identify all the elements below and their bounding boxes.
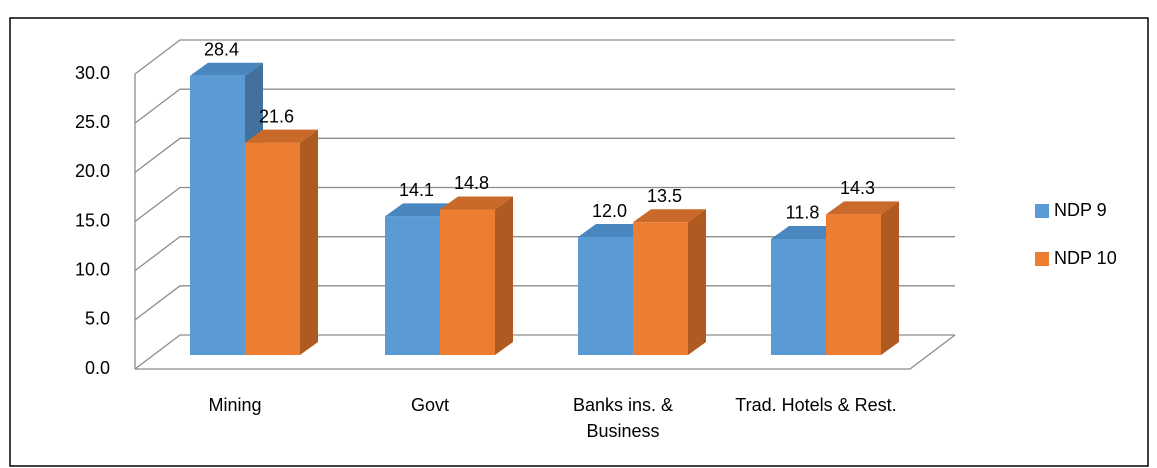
bar xyxy=(245,142,300,355)
y-tick-label: 30.0 xyxy=(75,63,110,83)
y-tick-label: 0.0 xyxy=(85,358,110,378)
bar xyxy=(385,216,440,355)
y-tick-label: 25.0 xyxy=(75,112,110,132)
legend-label: NDP 10 xyxy=(1054,248,1117,268)
x-tick-label: Govt xyxy=(410,395,449,415)
grid-line xyxy=(134,137,955,173)
y-tick-label: 20.0 xyxy=(75,161,110,181)
value-label: 12.0 xyxy=(592,201,627,221)
bar xyxy=(440,209,495,355)
value-label: 14.3 xyxy=(840,178,875,198)
bar xyxy=(190,75,245,355)
floor-front xyxy=(135,334,956,370)
x-tick-label: Trad. Hotels & Rest. xyxy=(735,395,897,415)
bar xyxy=(578,237,633,355)
legend-swatch xyxy=(1035,204,1049,218)
bar-side xyxy=(688,209,706,355)
value-label: 28.4 xyxy=(204,39,239,59)
x-tick-label: Mining xyxy=(208,395,262,415)
bar-side xyxy=(495,196,513,355)
y-tick-label: 5.0 xyxy=(85,309,110,329)
grid-line xyxy=(134,186,955,223)
y-tick-label: 10.0 xyxy=(75,259,110,279)
bar-top xyxy=(245,129,318,143)
grid-line xyxy=(134,39,955,75)
legend-swatch xyxy=(1035,252,1049,266)
grid-line xyxy=(134,88,955,124)
bar xyxy=(771,238,826,355)
value-label: 14.1 xyxy=(399,180,434,200)
bar-top xyxy=(826,201,899,215)
x-tick-label: Banks ins. & Business xyxy=(572,395,674,441)
bar-top xyxy=(771,225,844,239)
bar-top xyxy=(440,196,513,210)
bar-top xyxy=(385,203,458,217)
bar-top xyxy=(633,209,706,223)
legend-label: NDP 9 xyxy=(1054,200,1107,220)
bar xyxy=(826,214,881,355)
value-label: 11.8 xyxy=(786,203,820,223)
value-label: 13.5 xyxy=(647,186,682,206)
bar-side xyxy=(881,201,899,355)
bar-top xyxy=(190,62,263,76)
bar xyxy=(633,222,688,355)
value-label: 21.6 xyxy=(259,106,294,126)
bar-top xyxy=(578,224,651,237)
bar-side xyxy=(300,129,318,355)
value-label: 14.8 xyxy=(454,173,489,193)
y-tick-label: 15.0 xyxy=(75,210,110,230)
